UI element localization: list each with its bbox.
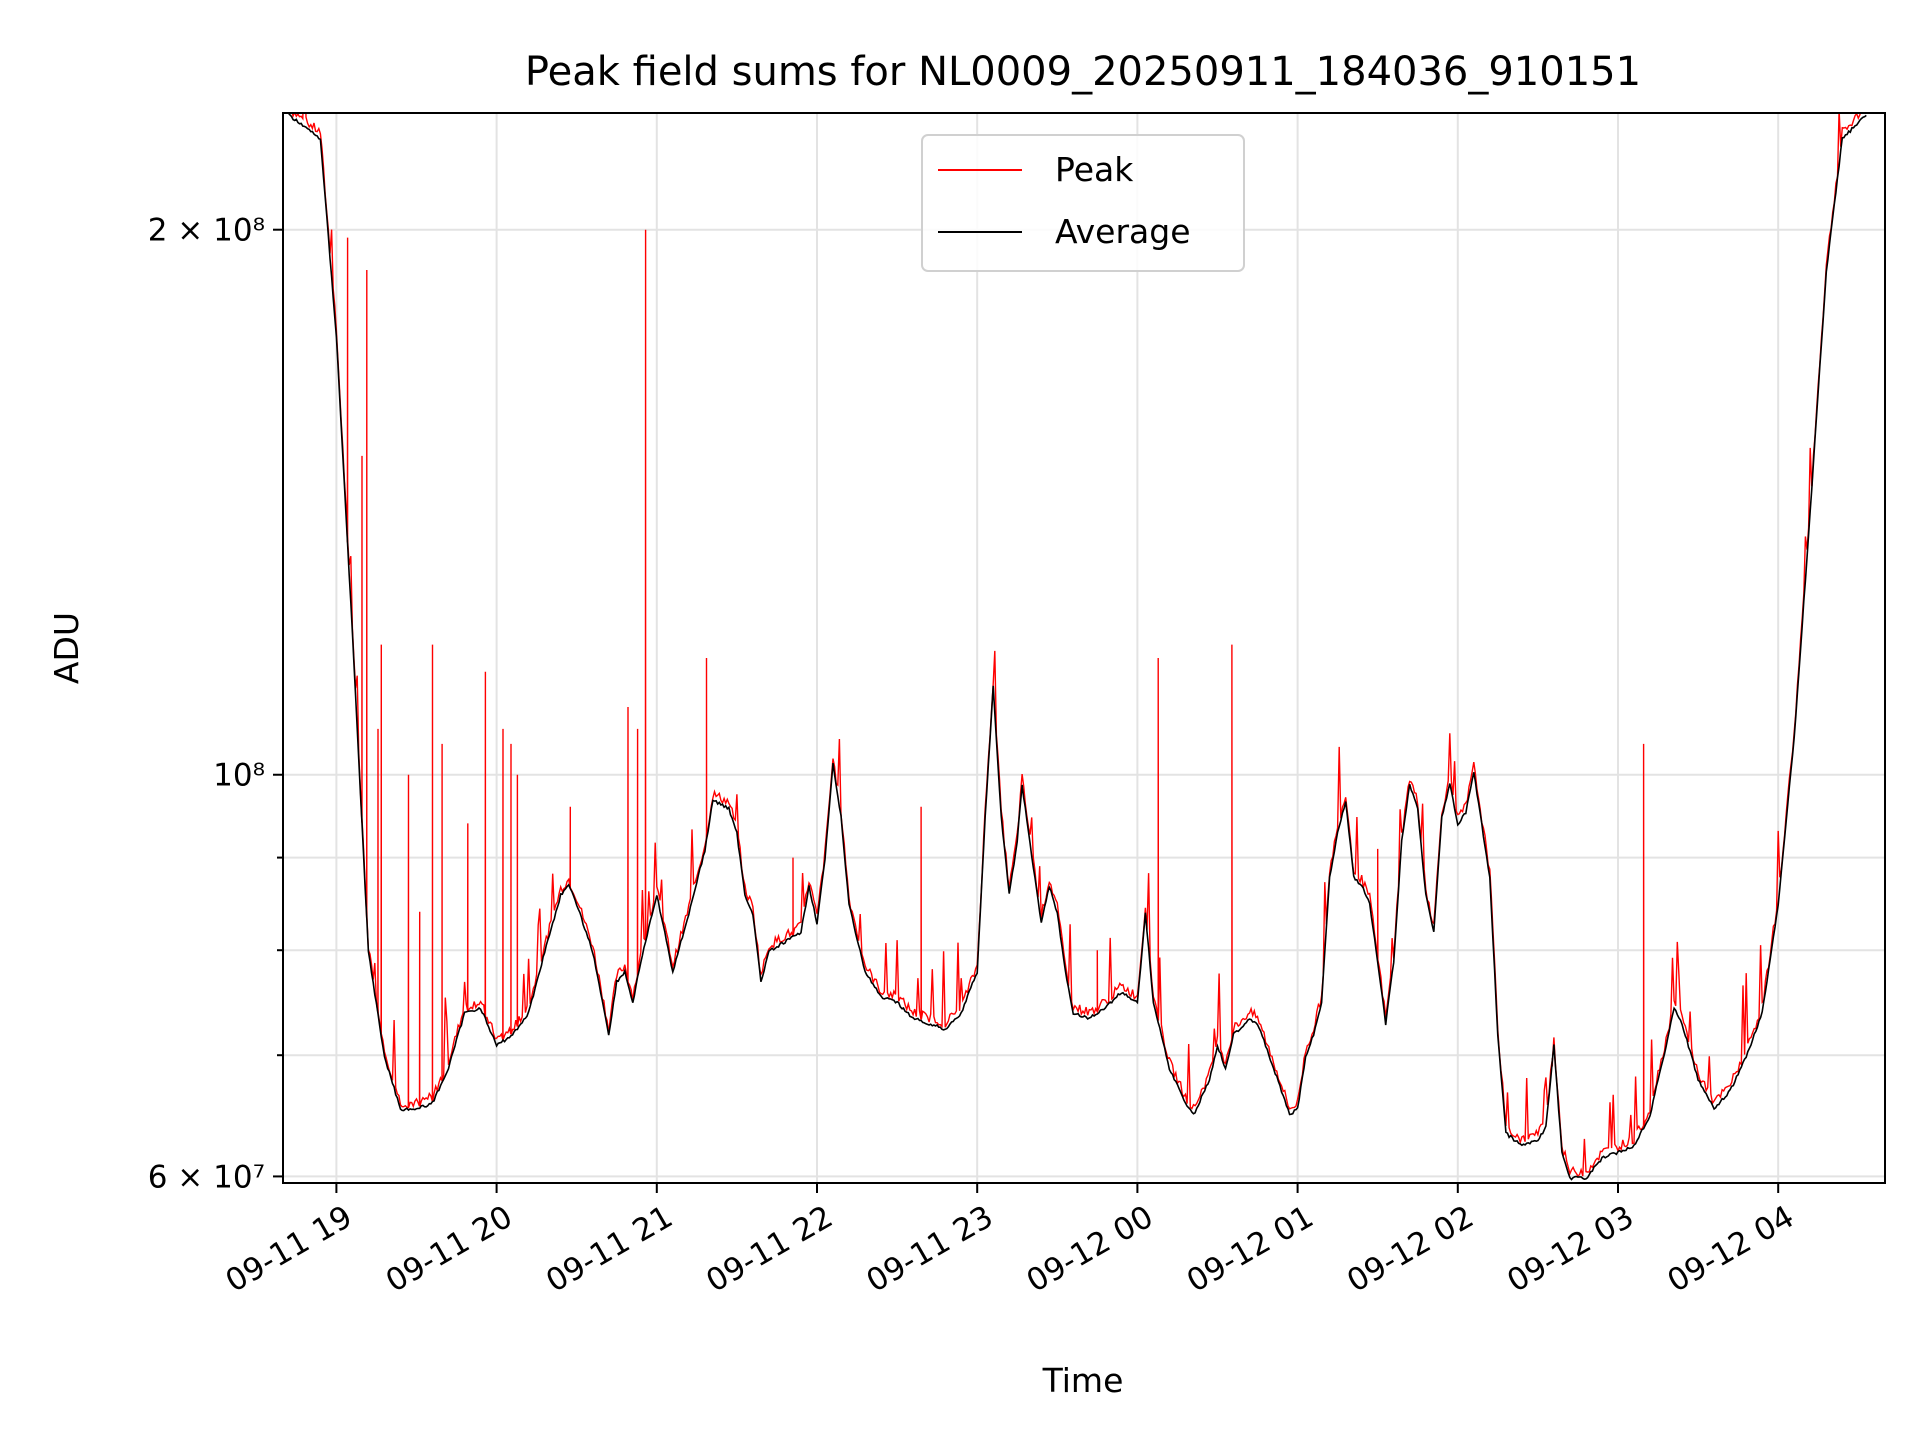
average-series-line: [287, 113, 1867, 1181]
legend: Peak Average: [921, 134, 1245, 272]
x-axis-label: Time: [1042, 1361, 1124, 1400]
y-tick-label: 2 × 10⁸: [148, 213, 265, 249]
y-axis: 6 × 10⁷ 10⁸ 2 × 10⁸: [148, 213, 283, 1195]
y-tick-label: 6 × 10⁷: [148, 1159, 265, 1195]
grid: [283, 113, 1885, 1183]
y-tick-label: 10⁸: [213, 758, 265, 794]
plot-area-frame: [282, 112, 1886, 1184]
legend-peak-label: Peak: [1055, 150, 1134, 189]
series-layer: [287, 113, 1867, 1181]
legend-average-label: Average: [1055, 212, 1191, 251]
chart-title: Peak field sums for NL0009_20250911_1840…: [525, 49, 1641, 95]
peak-series-line: [289, 113, 1862, 1177]
y-axis-label: ADU: [47, 612, 86, 684]
